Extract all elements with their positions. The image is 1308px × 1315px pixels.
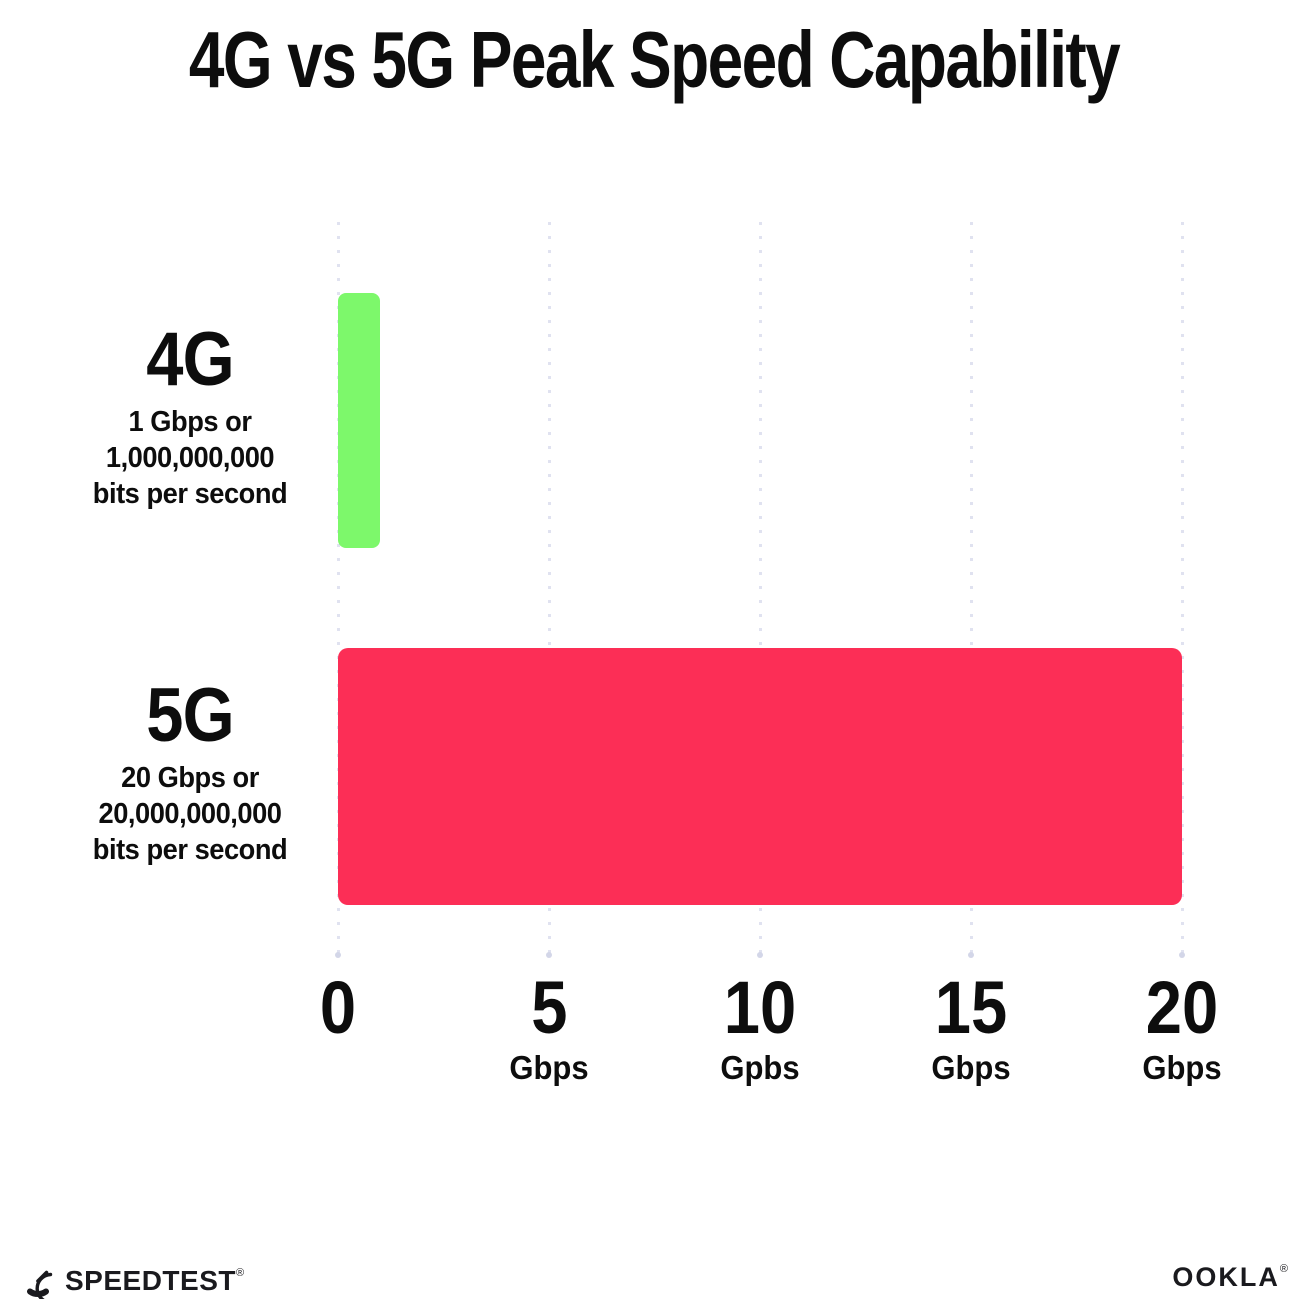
bar-5g	[338, 648, 1182, 905]
chart-title: 4G vs 5G Peak Speed Capability	[188, 15, 1121, 104]
gridline-0	[335, 222, 341, 958]
x-tick-unit: Gpbs	[720, 1049, 800, 1086]
x-tick-label: 15	[934, 966, 1008, 1049]
ookla-wordmark: OOKLA	[1172, 1262, 1280, 1292]
gridline-5	[546, 222, 552, 958]
category-name: 4G	[146, 317, 234, 402]
registered-mark: ®	[1279, 1263, 1290, 1275]
x-tick-label: 5	[530, 966, 568, 1049]
x-tick-15: 15 Gbps	[929, 970, 1013, 1086]
x-tick-unit: Gbps	[1142, 1049, 1222, 1086]
category-sublabel: 20 Gbps or 20,000,000,000 bits per secon…	[92, 762, 288, 866]
x-tick-label: 0	[319, 966, 357, 1049]
x-tick-20: 20 Gbps	[1140, 970, 1224, 1086]
x-tick-unit: Gbps	[931, 1049, 1011, 1086]
speedtest-wordmark: SPEEDTEST®	[65, 1265, 245, 1296]
plot-area: 0 5 Gbps 10 Gpbs 15 Gbps 20 Gbps	[320, 222, 1222, 1086]
x-tick-0: 0	[317, 970, 358, 1086]
category-name: 5G	[146, 673, 234, 758]
category-label-4g: 4G 1 Gbps or 1,000,000,000 bits per seco…	[30, 320, 350, 512]
category-sublabel: 1 Gbps or 1,000,000,000 bits per second	[92, 406, 288, 510]
x-tick-10: 10 Gpbs	[718, 970, 802, 1086]
x-tick-label: 10	[723, 966, 797, 1049]
category-label-5g: 5G 20 Gbps or 20,000,000,000 bits per se…	[30, 676, 350, 868]
gridline-15	[968, 222, 974, 958]
bar-4g	[338, 293, 381, 548]
ookla-logo: OOKLA®	[1172, 1262, 1290, 1293]
gridline-20	[1179, 222, 1185, 958]
x-tick-5: 5 Gbps	[507, 970, 591, 1086]
x-tick-unit: Gbps	[509, 1049, 589, 1086]
speedtest-logo: SPEEDTEST®	[20, 1263, 245, 1299]
registered-mark: ®	[235, 1267, 245, 1279]
speedtest-gauge-icon	[20, 1263, 56, 1299]
x-tick-label: 20	[1145, 966, 1219, 1049]
x-tick-unit	[319, 1050, 358, 1086]
gridline-10	[757, 222, 763, 958]
